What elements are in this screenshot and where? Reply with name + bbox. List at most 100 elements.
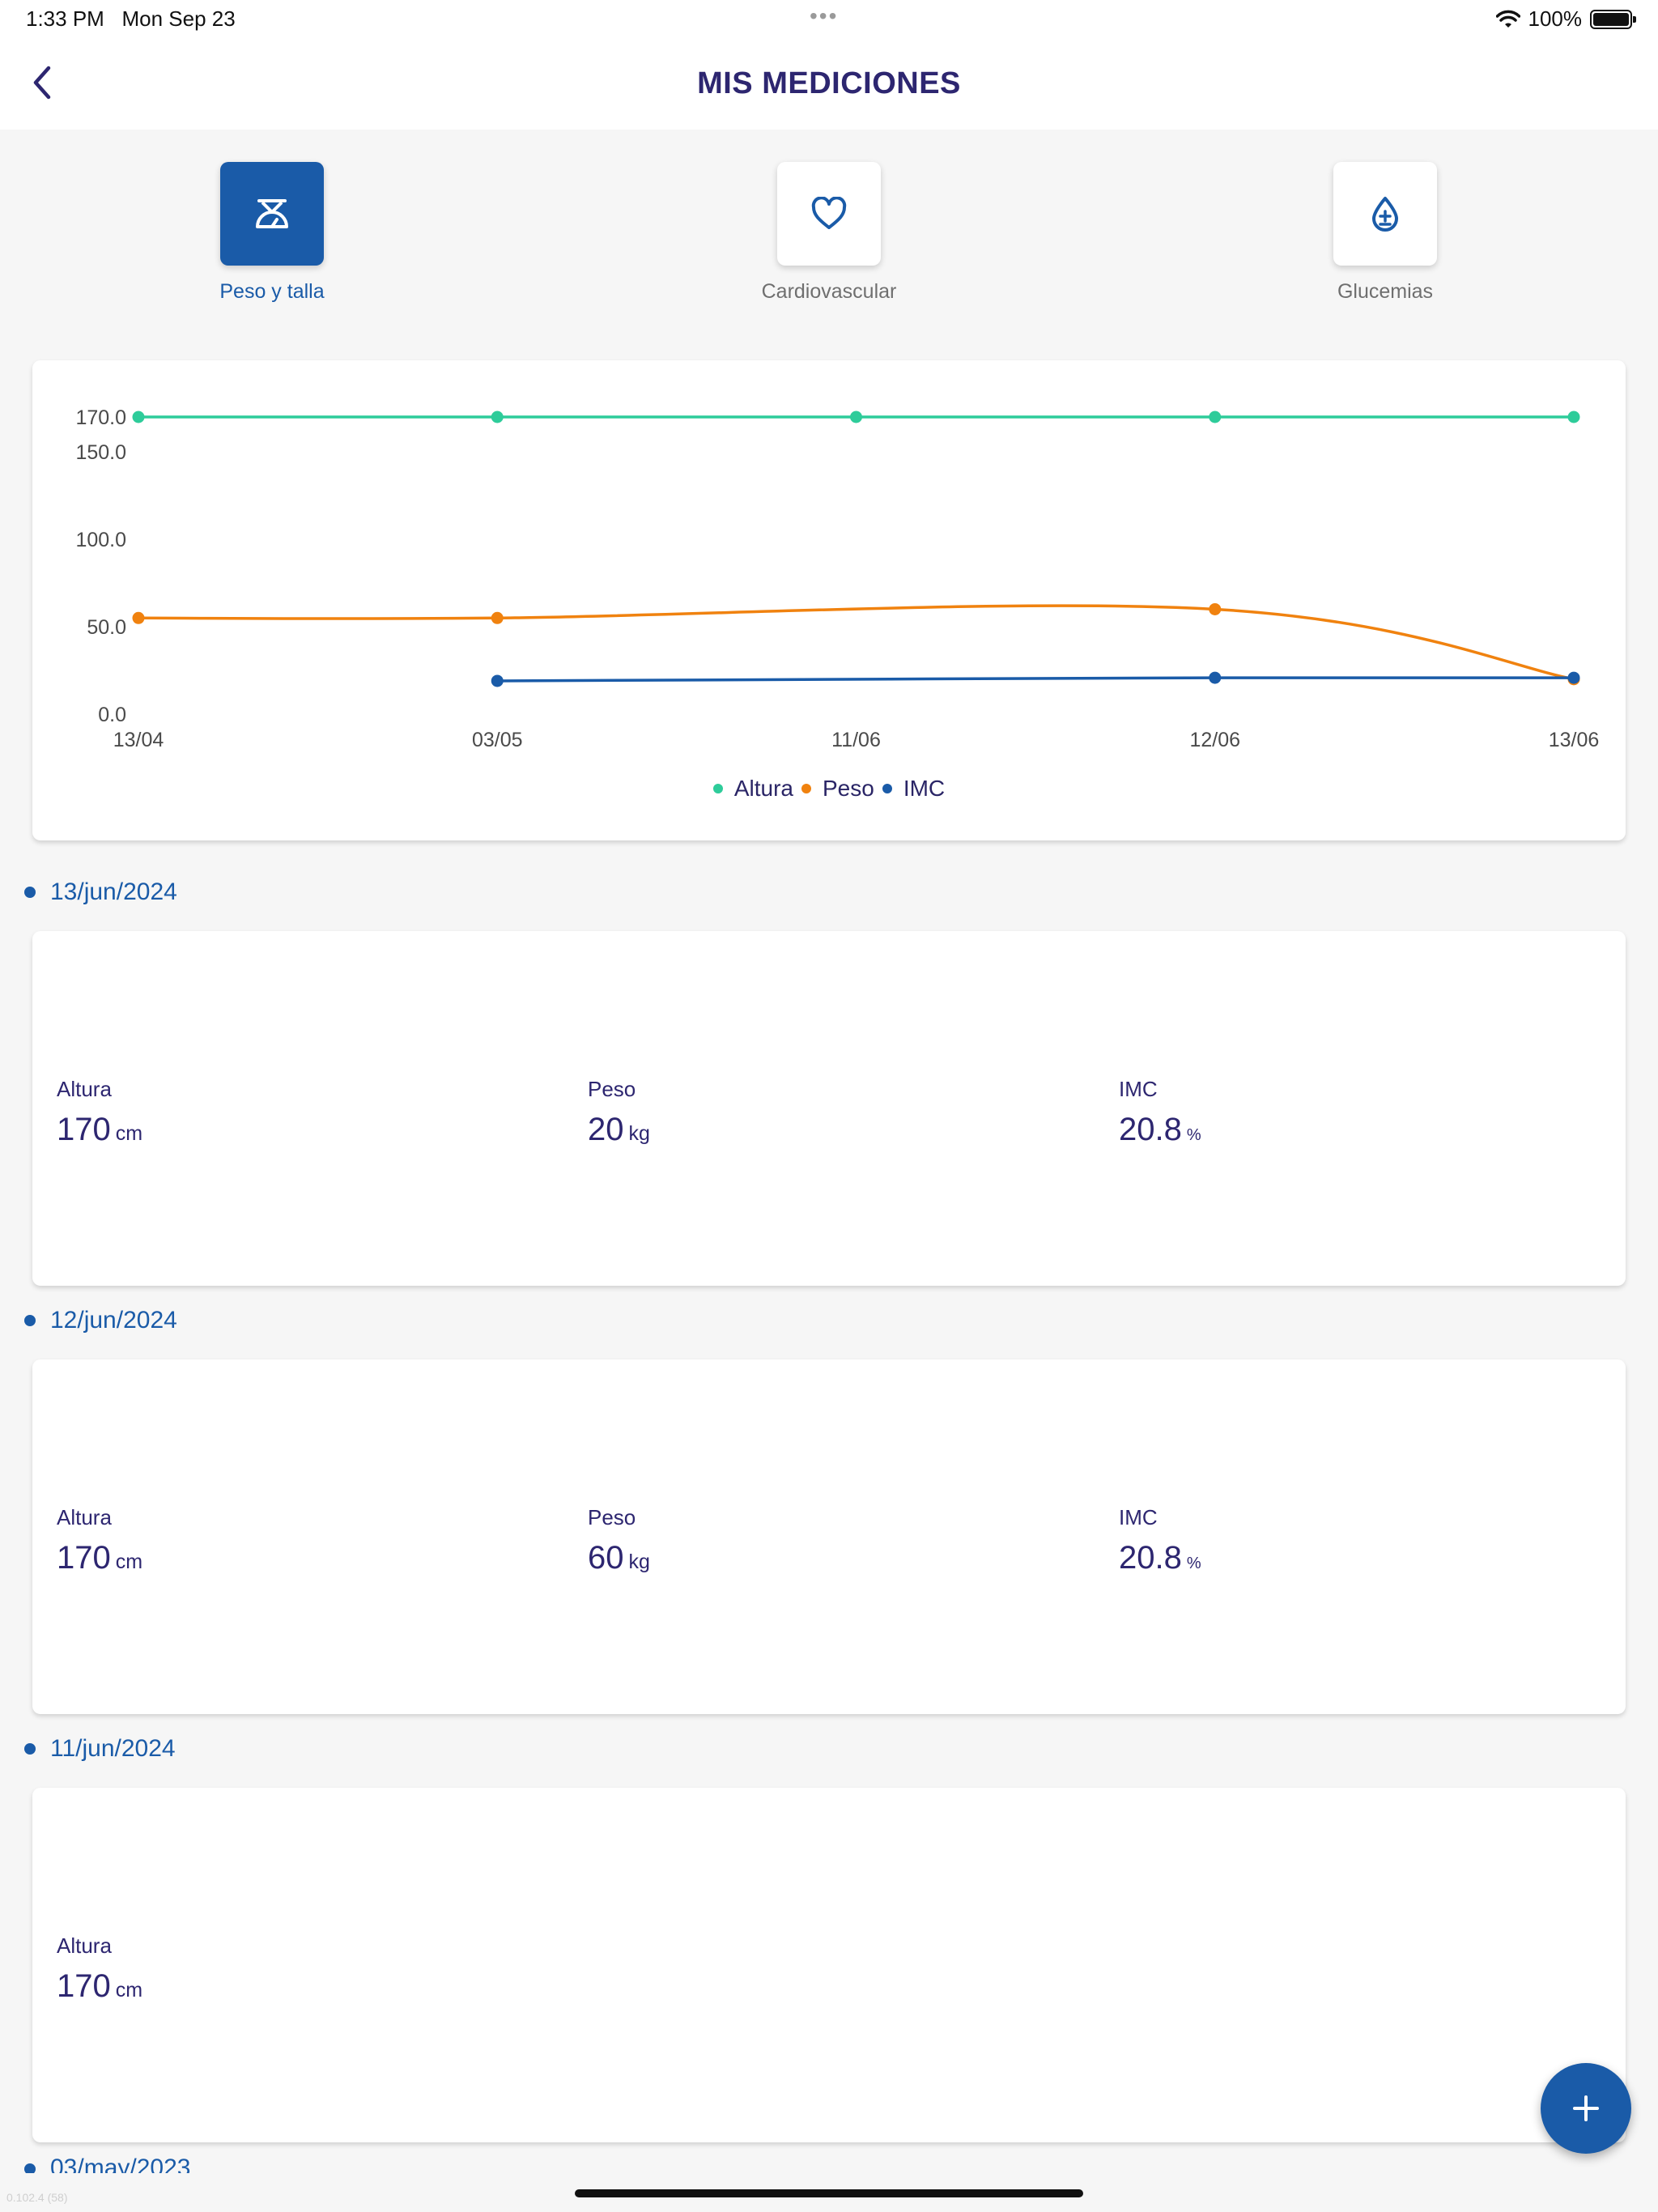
metric-imc: IMC 20.8% <box>1119 1077 1201 1148</box>
legend-item-imc[interactable]: IMC <box>882 776 945 802</box>
metric-unit: cm <box>115 1122 143 1145</box>
data-point-altura[interactable] <box>132 410 145 423</box>
record-date: 12/jun/2024 <box>50 1307 177 1334</box>
x-tick-label: 11/06 <box>831 729 881 751</box>
y-tick-label: 100.0 <box>75 529 126 551</box>
home-indicator[interactable] <box>575 2189 1083 2197</box>
page-title: MIS MEDICIONES <box>697 66 961 100</box>
record-date: 13/jun/2024 <box>50 878 177 905</box>
tab-glucemias-button[interactable] <box>1333 162 1437 266</box>
data-point-altura[interactable] <box>1567 410 1580 423</box>
metric-value: 170 cm <box>57 1540 142 1576</box>
y-tick-label: 50.0 <box>87 616 126 639</box>
legend-label: IMC <box>903 776 946 801</box>
metric-number: 20.8 <box>1119 1540 1182 1576</box>
status-date: Mon Sep 23 <box>121 6 236 31</box>
metric-peso: Peso 20 kg <box>588 1077 650 1148</box>
series-line-peso <box>138 604 1575 681</box>
series-line-imc <box>497 676 1575 683</box>
timeline-dot <box>24 2163 36 2173</box>
metric-unit: kg <box>628 1122 650 1145</box>
metric-label: IMC <box>1119 1505 1158 1529</box>
tab-cardiovascular[interactable]: Cardiovascular <box>708 162 950 304</box>
metric-unit: cm <box>115 1979 143 2001</box>
status-right: 100% <box>1495 6 1636 32</box>
legend-item-altura[interactable]: Altura <box>712 776 793 802</box>
metric-label: Altura <box>57 1505 112 1529</box>
status-clock: 1:33 PM <box>26 6 104 31</box>
legend-item-peso[interactable]: Peso <box>801 776 874 802</box>
metric-altura: Altura 170 cm <box>57 1933 142 2005</box>
metric-number: 20 <box>588 1112 624 1147</box>
line-chart[interactable]: 170.0 150.0 100.0 50.0 0.0 13/04 03/05 11/06 12/… <box>32 360 1626 840</box>
add-measurement-button[interactable] <box>1541 2063 1631 2154</box>
wifi-icon <box>1495 10 1520 28</box>
data-point-peso[interactable] <box>132 611 145 624</box>
metric-value: 20 kg <box>588 1112 650 1148</box>
data-point-imc[interactable] <box>1567 671 1580 684</box>
data-point-altura[interactable] <box>491 410 504 423</box>
metric-altura: Altura 170 cm <box>57 1505 142 1576</box>
y-tick-label: 0.0 <box>98 704 126 726</box>
metric-label: IMC <box>1119 1077 1158 1101</box>
metric-number: 60 <box>588 1540 624 1576</box>
metric-label: Peso <box>588 1077 636 1101</box>
record-card[interactable]: Altura 170 cm Peso 60 kg IMC 20.8% <box>32 1359 1626 1714</box>
record-date-heading: 12/jun/2024 <box>24 1307 177 1334</box>
x-tick-label: 13/06 <box>1549 729 1600 751</box>
x-tick-label: 03/05 <box>472 729 523 751</box>
metric-imc: IMC 20.8% <box>1119 1505 1201 1576</box>
status-time: 1:33 PM Mon Sep 23 <box>26 6 236 32</box>
tab-glucemias[interactable]: Glucemias <box>1264 162 1507 304</box>
legend-dot <box>801 784 811 793</box>
metric-value: 170 cm <box>57 1112 142 1148</box>
metric-number: 20.8 <box>1119 1112 1182 1147</box>
chart-card: 170.0 150.0 100.0 50.0 0.0 13/04 03/05 11/06 12/… <box>32 360 1626 840</box>
timeline-dot <box>24 1743 36 1755</box>
plus-icon <box>1573 2095 1599 2121</box>
record-card[interactable]: Altura 170 cm Peso 20 kg IMC 20.8% <box>32 931 1626 1286</box>
chevron-left-icon <box>33 66 51 100</box>
record-date-heading: 13/jun/2024 <box>24 878 177 906</box>
metric-label: Peso <box>588 1505 636 1529</box>
record-card[interactable]: Altura 170 cm <box>32 1788 1626 2142</box>
y-tick-label: 170.0 <box>75 406 126 429</box>
legend-dot <box>882 784 892 793</box>
tab-peso-y-talla-button[interactable] <box>220 162 324 266</box>
tab-peso-y-talla[interactable]: Peso y talla <box>151 162 393 304</box>
x-tick-label: 13/04 <box>113 729 164 751</box>
back-button[interactable] <box>23 63 62 102</box>
data-point-altura[interactable] <box>850 410 862 423</box>
scale-icon <box>256 199 288 228</box>
record-date-heading: 03/may/2023 <box>24 2157 190 2173</box>
data-point-peso[interactable] <box>1209 602 1222 615</box>
legend-label: Peso <box>823 776 874 801</box>
metric-value: 170 cm <box>57 1968 142 2005</box>
metric-altura: Altura 170 cm <box>57 1077 142 1148</box>
record-date-heading: 11/jun/2024 <box>24 1735 176 1763</box>
app-version: 0.102.4 (58) <box>6 2191 68 2204</box>
data-point-altura[interactable] <box>1209 410 1222 423</box>
tab-peso-y-talla-label: Peso y talla <box>219 280 325 303</box>
x-tick-label: 12/06 <box>1189 729 1240 751</box>
metric-label: Altura <box>57 1077 112 1101</box>
chart-legend: Altura Peso IMC <box>32 776 1626 802</box>
metric-peso: Peso 60 kg <box>588 1505 650 1576</box>
metric-value: 20.8% <box>1119 1112 1201 1148</box>
metric-number: 170 <box>57 1540 111 1576</box>
data-point-imc[interactable] <box>1209 671 1222 684</box>
metric-unit: % <box>1186 1126 1201 1144</box>
record-date: 03/may/2023 <box>50 2157 191 2173</box>
data-point-imc[interactable] <box>491 674 504 687</box>
timeline-dot <box>24 887 36 898</box>
data-point-peso[interactable] <box>491 611 504 624</box>
top-bar: 1:33 PM Mon Sep 23 ••• 100% MIS MEDICION… <box>0 0 1658 130</box>
multitask-dots-icon[interactable]: ••• <box>810 3 839 28</box>
tab-cardiovascular-button[interactable] <box>777 162 881 266</box>
metric-unit: % <box>1186 1555 1201 1572</box>
legend-dot <box>712 784 723 793</box>
metric-number: 170 <box>57 1968 111 2004</box>
battery-percent: 100% <box>1528 6 1583 31</box>
metric-label: Altura <box>57 1933 112 1958</box>
